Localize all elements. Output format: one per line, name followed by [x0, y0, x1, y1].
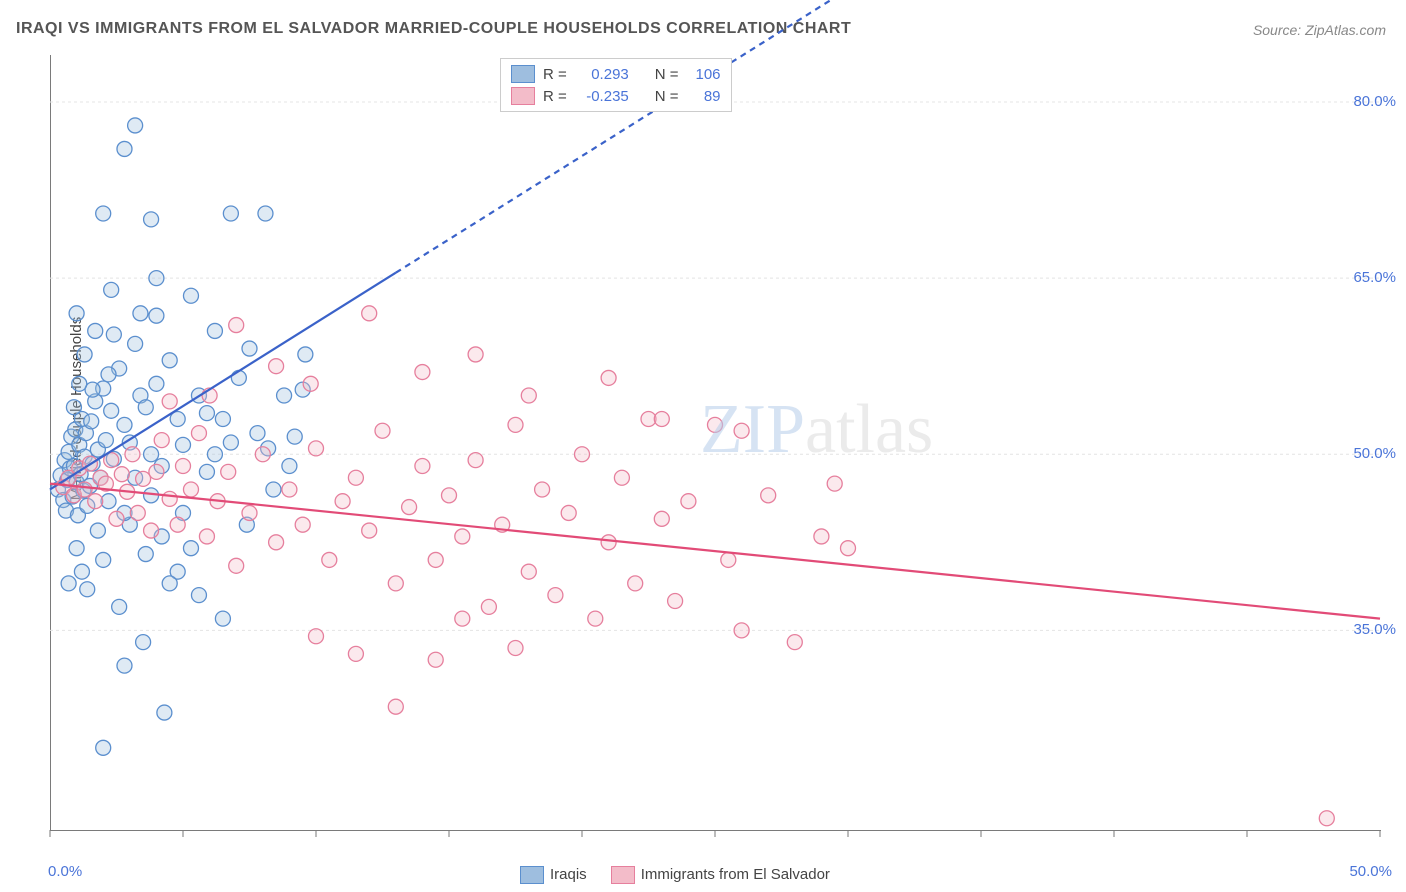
x-axis-min-label: 0.0%	[48, 863, 82, 880]
correlation-legend-row: R = 0.293 N = 106	[511, 63, 721, 85]
y-tick-label: 35.0%	[1353, 621, 1396, 638]
n-value: 106	[687, 66, 721, 83]
n-label: N =	[655, 88, 679, 105]
legend-swatch	[611, 866, 635, 884]
n-value: 89	[687, 88, 721, 105]
n-label: N =	[655, 66, 679, 83]
source-attribution: Source: ZipAtlas.com	[1253, 22, 1386, 38]
legend-swatch	[520, 866, 544, 884]
series-label: Iraqis	[550, 866, 587, 883]
r-value: -0.235	[575, 88, 629, 105]
r-label: R =	[543, 66, 567, 83]
r-label: R =	[543, 88, 567, 105]
y-tick-label: 50.0%	[1353, 445, 1396, 462]
series-legend-item: Immigrants from El Salvador	[611, 866, 830, 884]
chart-title: IRAQI VS IMMIGRANTS FROM EL SALVADOR MAR…	[16, 20, 851, 38]
scatter-plot	[50, 55, 1380, 830]
legend-swatch	[511, 65, 535, 83]
x-axis-max-label: 50.0%	[1349, 863, 1392, 880]
legend-swatch	[511, 87, 535, 105]
r-value: 0.293	[575, 66, 629, 83]
series-legend-item: Iraqis	[520, 866, 587, 884]
correlation-legend: R = 0.293 N = 106 R = -0.235 N = 89	[500, 58, 732, 112]
series-label: Immigrants from El Salvador	[641, 866, 830, 883]
y-tick-label: 65.0%	[1353, 269, 1396, 286]
series-legend: Iraqis Immigrants from El Salvador	[520, 866, 830, 884]
correlation-legend-row: R = -0.235 N = 89	[511, 85, 721, 107]
y-tick-label: 80.0%	[1353, 93, 1396, 110]
